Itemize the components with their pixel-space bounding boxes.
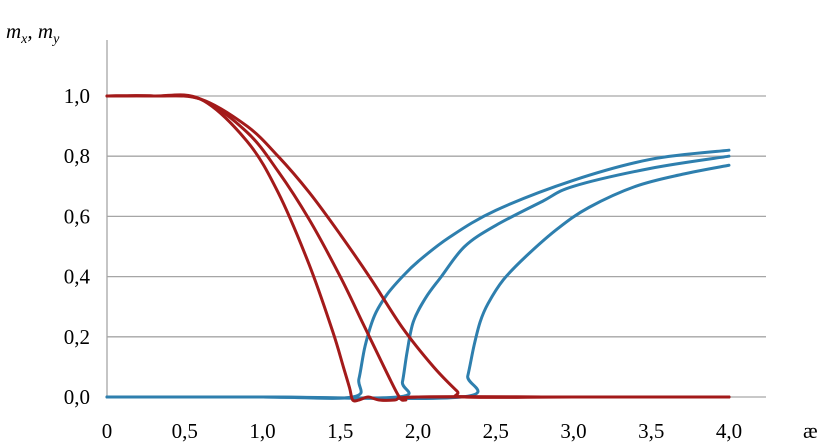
axes (106, 40, 766, 398)
x-tick-label: 2,0 (405, 419, 431, 443)
grid (107, 95, 766, 338)
x-tick-label: 1,5 (327, 419, 353, 443)
x-tick-label: 3,0 (560, 419, 586, 443)
x-tick-label: 0,5 (172, 419, 198, 443)
x-axis-label: æ (803, 418, 818, 443)
x-tick-label: 0 (102, 419, 113, 443)
series-line-mx (105, 94, 731, 399)
y-tick-label: 0,2 (64, 325, 90, 349)
series-group (105, 93, 731, 403)
series-line-mx (105, 93, 731, 403)
series-line-my (105, 163, 731, 401)
y-tick-label: 0,8 (64, 144, 90, 168)
x-tick-label: 3,5 (638, 419, 664, 443)
x-tick-label: 1,0 (249, 419, 275, 443)
y-tick-label: 0,0 (64, 385, 90, 409)
y-tick-label: 1,0 (64, 84, 90, 108)
series-line-mx (105, 93, 731, 402)
x-tick-label: 2,5 (483, 419, 509, 443)
x-tick-label: 4,0 (716, 419, 742, 443)
y-tick-label: 0,4 (64, 265, 91, 289)
y-tick-label: 0,6 (64, 204, 90, 228)
y-axis-label: mx, my (6, 19, 60, 47)
labels: æ mx, my 0,0 0,2 0,4 0,6 0,8 1,0 0 0,5 1,0 1,5 2,0… (6, 19, 818, 443)
